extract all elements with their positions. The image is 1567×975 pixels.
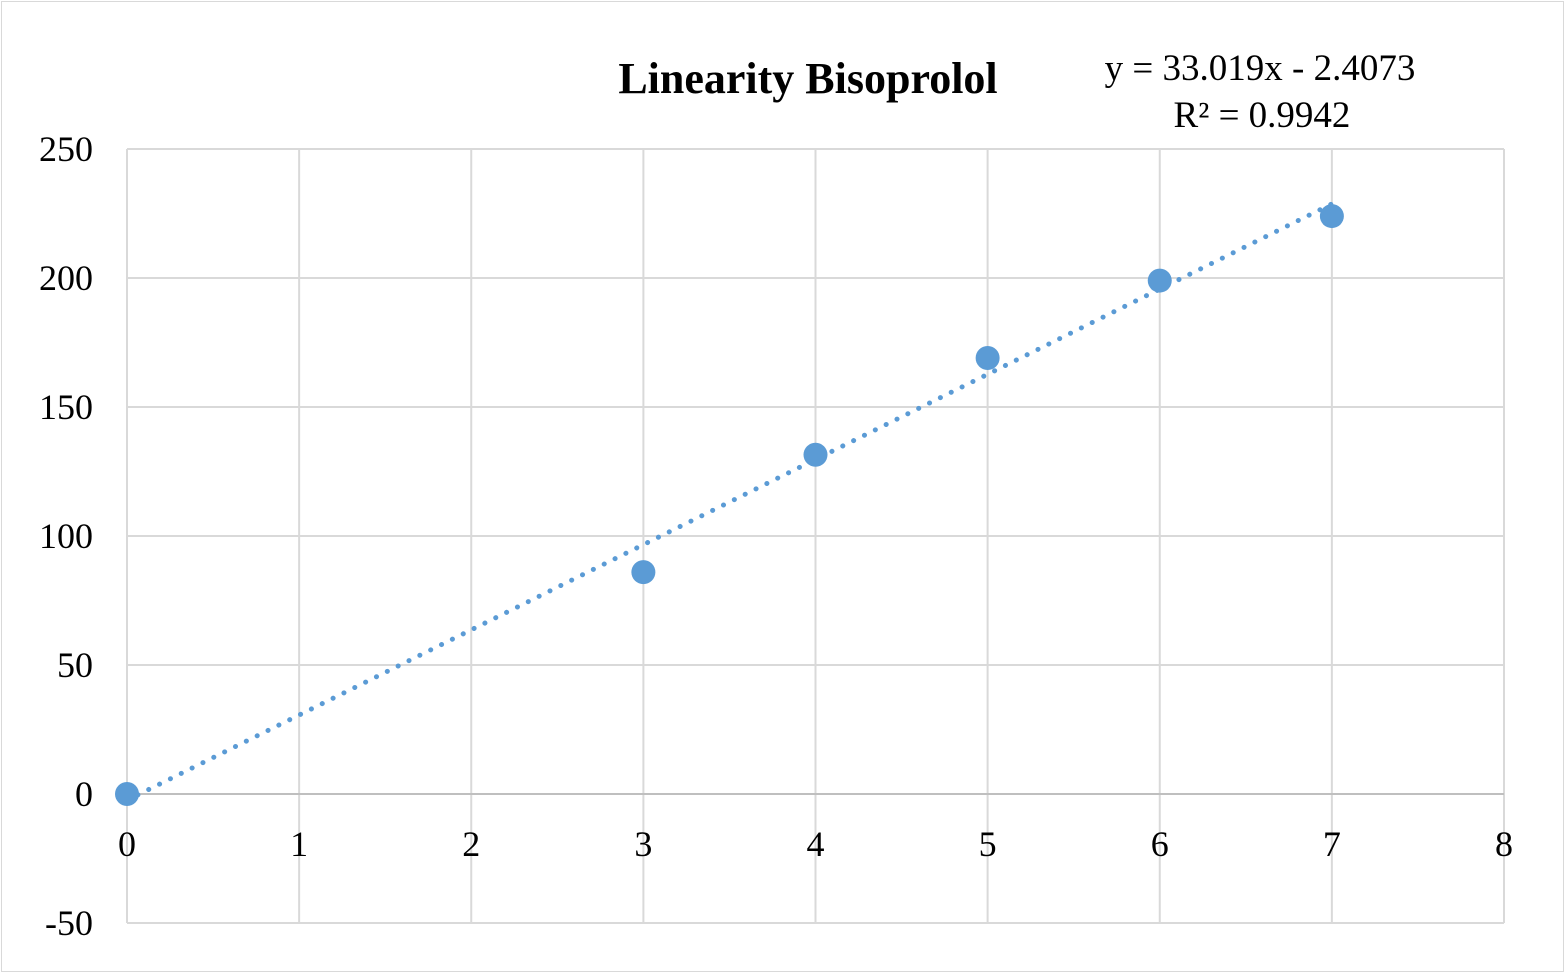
trendline xyxy=(124,201,1335,803)
data-point xyxy=(1147,268,1172,293)
y-tick-label: 150 xyxy=(39,387,93,427)
x-tick-label: 6 xyxy=(1151,824,1169,864)
data-points xyxy=(115,204,1344,806)
x-tick-label: 3 xyxy=(634,824,652,864)
y-tick-label: -50 xyxy=(45,903,93,943)
data-point xyxy=(115,782,139,806)
y-tick-label: 200 xyxy=(39,258,93,298)
x-tick-label: 7 xyxy=(1323,824,1341,864)
trendline-equation: y = 33.019x - 2.4073 xyxy=(1105,48,1416,89)
data-point xyxy=(975,345,1000,370)
x-tick-label: 4 xyxy=(807,824,825,864)
data-point xyxy=(1319,204,1344,229)
data-point xyxy=(631,560,656,585)
x-tick-label: 0 xyxy=(118,824,136,864)
x-tick-label: 8 xyxy=(1495,824,1513,864)
trendline-r-squared: R² = 0.9942 xyxy=(1174,95,1351,136)
trendline-group xyxy=(124,201,1335,803)
y-tick-label: 100 xyxy=(39,516,93,556)
y-tick-label: 0 xyxy=(75,774,93,814)
x-axis-tick-labels: 0 1 2 3 4 5 6 7 8 xyxy=(118,824,1513,864)
gridlines xyxy=(126,148,1505,924)
y-tick-label: 250 xyxy=(39,129,93,169)
x-tick-label: 2 xyxy=(462,824,480,864)
x-tick-label: 1 xyxy=(290,824,308,864)
y-tick-label: 50 xyxy=(57,645,93,685)
y-axis-tick-labels: -50 0 50 100 150 200 250 xyxy=(39,129,93,943)
chart-title: Linearity Bisoprolol xyxy=(618,54,997,103)
data-point xyxy=(803,442,828,467)
x-tick-label: 5 xyxy=(979,824,997,864)
